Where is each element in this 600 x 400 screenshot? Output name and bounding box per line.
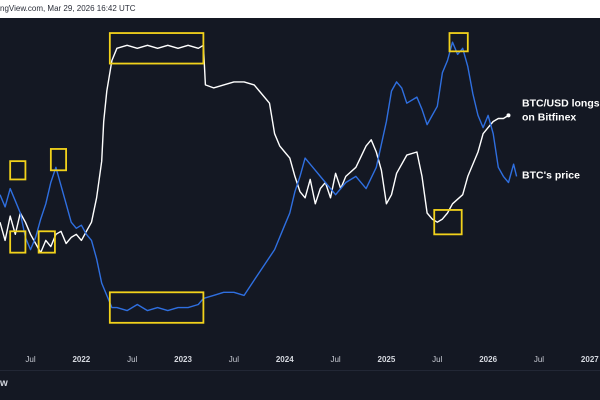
- highlight-box-5: [49, 148, 68, 172]
- x-tick-label: Jul: [25, 355, 35, 364]
- highlight-box-6: [37, 230, 56, 254]
- highlight-box-3: [9, 160, 27, 181]
- annotation-label-2: on Bitfinex: [522, 111, 576, 123]
- x-tick-label: 2026: [479, 355, 497, 364]
- footer-bar: w: [0, 370, 600, 400]
- x-tick-label: 2023: [174, 355, 192, 364]
- highlight-box-8: [448, 32, 469, 53]
- brand-text: w: [0, 378, 8, 389]
- series-line-price: [0, 41, 518, 312]
- highlight-box-2: [108, 291, 205, 324]
- x-tick-label: Jul: [127, 355, 137, 364]
- x-tick-label: Jul: [432, 355, 442, 364]
- annotation-label-1: BTC/USD longs: [522, 97, 600, 109]
- source-text: ngView.com, Mar 29, 2026 16:42 UTC: [0, 4, 136, 13]
- longs-end-marker: [506, 113, 511, 118]
- x-tick-label: 2025: [378, 355, 396, 364]
- x-tick-label: Jul: [330, 355, 340, 364]
- x-tick-label: Jul: [229, 355, 239, 364]
- highlight-box-7: [433, 209, 463, 236]
- annotation-label-3: BTC's price: [522, 169, 580, 181]
- highlight-box-4: [9, 230, 27, 254]
- source-header: ngView.com, Mar 29, 2026 16:42 UTC: [0, 0, 600, 18]
- x-tick-label: 2024: [276, 355, 294, 364]
- x-tick-label: 2027: [581, 355, 599, 364]
- highlight-box-1: [108, 32, 205, 65]
- x-tick-label: Jul: [534, 355, 544, 364]
- series-line-longs: [0, 44, 509, 254]
- x-tick-label: 2022: [72, 355, 90, 364]
